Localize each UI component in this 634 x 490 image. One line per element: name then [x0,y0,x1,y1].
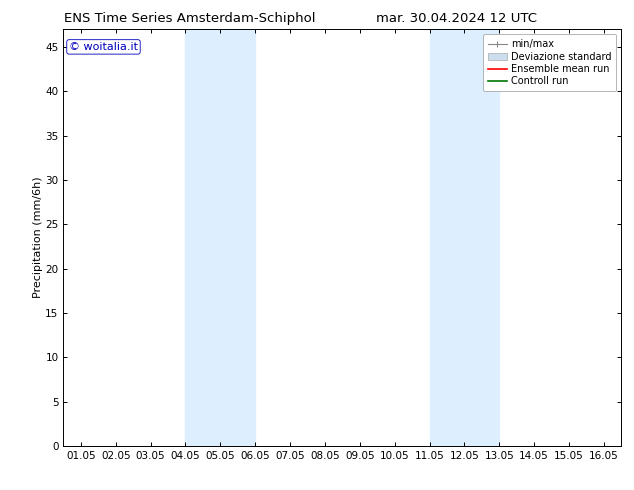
Text: mar. 30.04.2024 12 UTC: mar. 30.04.2024 12 UTC [376,12,537,25]
Text: ENS Time Series Amsterdam-Schiphol: ENS Time Series Amsterdam-Schiphol [65,12,316,25]
Bar [185,29,255,446]
Y-axis label: Precipitation (mm/6h): Precipitation (mm/6h) [32,177,42,298]
Legend: min/max, Deviazione standard, Ensemble mean run, Controll run: min/max, Deviazione standard, Ensemble m… [483,34,616,91]
Bar [429,29,500,446]
Text: © woitalia.it: © woitalia.it [69,42,138,52]
